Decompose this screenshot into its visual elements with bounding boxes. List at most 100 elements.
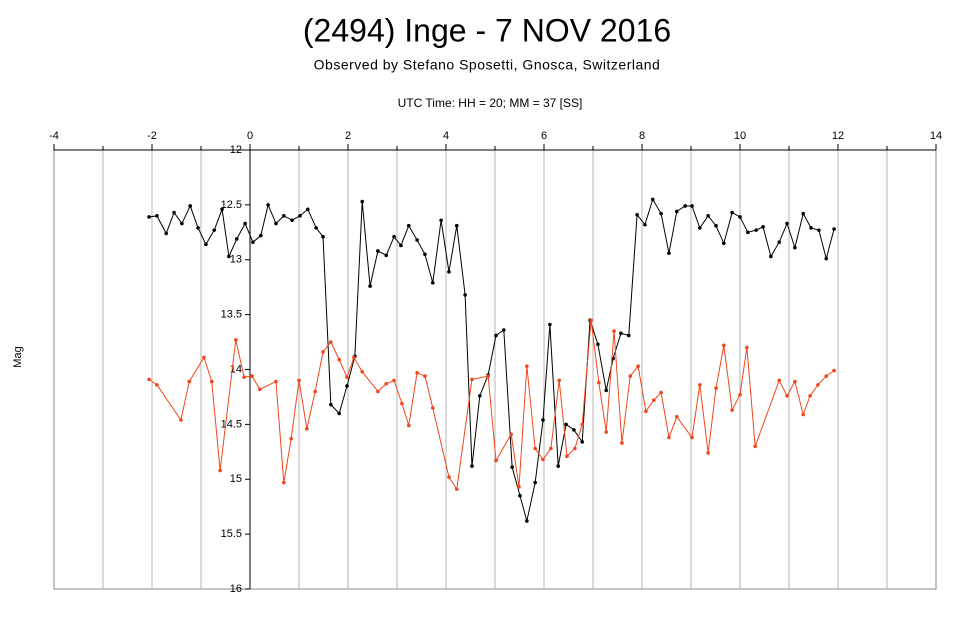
data-point (777, 378, 781, 383)
data-point (406, 423, 411, 428)
data-point (415, 370, 419, 375)
data-point (777, 240, 781, 244)
data-point (754, 228, 758, 232)
data-point (470, 377, 474, 382)
data-point (730, 210, 734, 215)
data-point (793, 379, 797, 384)
y-tick-label: 16 (230, 583, 242, 595)
data-point (289, 436, 293, 441)
data-point (423, 252, 427, 257)
data-point (620, 441, 624, 445)
data-point (698, 383, 702, 387)
data-point (234, 237, 239, 241)
series-line (148, 320, 835, 491)
data-point (510, 465, 514, 469)
chart-title: (2494) Inge - 7 NOV 2016 (303, 12, 671, 48)
data-point (368, 284, 372, 288)
data-point (209, 379, 214, 384)
data-point (824, 256, 829, 261)
data-point (509, 432, 513, 437)
data-point (406, 223, 411, 228)
data-point (517, 485, 521, 489)
data-point (297, 378, 301, 383)
data-point (714, 223, 718, 228)
data-point (525, 519, 529, 523)
x-tick-label: 0 (247, 130, 253, 142)
data-point (612, 329, 616, 333)
data-point (556, 464, 561, 468)
x-tick-label: 8 (639, 130, 645, 142)
data-point (683, 204, 687, 208)
data-point (274, 221, 278, 226)
data-point (243, 221, 247, 226)
data-point (730, 408, 734, 412)
data-point (172, 210, 176, 215)
data-point (659, 390, 663, 395)
data-point (674, 209, 679, 214)
data-point (274, 379, 278, 384)
data-point (486, 374, 490, 378)
series-line (148, 198, 835, 522)
data-point (384, 381, 389, 386)
data-point (329, 402, 333, 407)
x-tick-label: 6 (541, 130, 547, 142)
y-tick-label: 14.5 (221, 418, 242, 430)
data-point (376, 249, 380, 253)
data-point (415, 238, 419, 242)
x-tick-label: -2 (147, 130, 157, 142)
data-point (674, 414, 679, 419)
data-point (399, 243, 403, 248)
data-point (180, 221, 184, 226)
data-point (564, 422, 568, 427)
data-point (690, 204, 694, 208)
data-point (155, 214, 159, 218)
data-point (643, 222, 647, 227)
data-point (785, 221, 789, 226)
data-point (580, 422, 585, 427)
data-point (626, 333, 631, 338)
data-point (793, 245, 797, 250)
data-point (636, 364, 640, 369)
data-point (651, 398, 656, 403)
data-point (242, 375, 246, 379)
data-point (360, 369, 365, 374)
data-point (557, 378, 561, 383)
data-point (266, 203, 270, 207)
data-point (722, 241, 726, 246)
data-point (761, 225, 765, 229)
y-axis-label: Mag (12, 346, 24, 367)
data-point (233, 338, 238, 342)
data-point (376, 389, 380, 394)
data-point (667, 251, 671, 255)
chart-subtitle: Observed by Stefano Sposetti, Gnosca, Sw… (314, 57, 661, 73)
y-tick-label: 13 (230, 254, 242, 266)
data-point (698, 226, 702, 230)
data-point (202, 355, 206, 360)
x-tick-label: 4 (443, 130, 449, 142)
x-tick-label: 10 (734, 130, 746, 142)
data-point (290, 218, 294, 223)
data-point (706, 214, 710, 218)
data-point (690, 435, 694, 440)
data-point (738, 215, 742, 219)
data-point (447, 270, 451, 274)
data-point (258, 233, 263, 238)
data-point (494, 333, 498, 338)
data-point (250, 374, 254, 378)
data-point (321, 350, 325, 354)
data-point (518, 493, 522, 498)
data-point (722, 343, 726, 348)
y-tick-label: 12.5 (221, 199, 242, 211)
data-point (580, 440, 585, 444)
x-tick-label: 2 (345, 130, 351, 142)
data-point (604, 388, 609, 393)
data-point (565, 454, 569, 459)
data-point (745, 345, 749, 350)
data-point (604, 430, 609, 434)
data-point (204, 242, 208, 247)
data-point (188, 204, 193, 208)
data-point (345, 375, 349, 379)
data-point (785, 394, 789, 398)
data-point (220, 207, 224, 212)
data-point (352, 355, 356, 360)
